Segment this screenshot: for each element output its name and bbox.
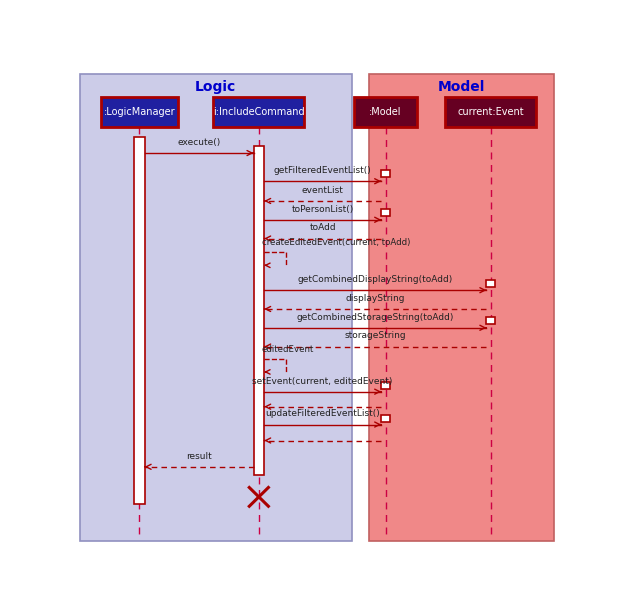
Bar (381, 415, 390, 422)
Bar (381, 170, 390, 178)
Text: storageString: storageString (344, 331, 406, 340)
Bar (486, 280, 495, 287)
Bar (445, 97, 536, 127)
Text: toAdd: toAdd (309, 223, 336, 232)
Bar (134, 137, 144, 504)
Text: displayString: displayString (346, 294, 405, 303)
Text: createEditedEvent(current, toAdd): createEditedEvent(current, toAdd) (262, 239, 410, 248)
Text: toPersonList(): toPersonList() (292, 204, 354, 214)
Bar (80, 74, 352, 540)
Bar (369, 74, 554, 540)
Text: updateFilteredEventList(): updateFilteredEventList() (265, 409, 380, 418)
Text: :LogicManager: :LogicManager (104, 107, 175, 117)
Bar (213, 97, 304, 127)
Text: getCombinedDisplayString(toAdd): getCombinedDisplayString(toAdd) (297, 275, 453, 284)
Text: setEvent(current, editedEvent): setEvent(current, editedEvent) (252, 376, 393, 386)
Bar (101, 97, 178, 127)
Text: :Model: :Model (370, 107, 402, 117)
Bar (254, 146, 264, 475)
Text: getCombinedStorageString(toAdd): getCombinedStorageString(toAdd) (297, 313, 454, 321)
Text: result: result (186, 451, 212, 461)
Text: Logic: Logic (195, 81, 236, 95)
Text: eventList: eventList (302, 186, 344, 195)
Text: Model: Model (438, 81, 485, 95)
Bar (486, 317, 495, 325)
Text: getFilteredEventList(): getFilteredEventList() (274, 166, 371, 175)
Text: execute(): execute() (178, 138, 221, 147)
Bar (381, 209, 390, 217)
Bar (381, 382, 390, 389)
Text: editedEvent: editedEvent (262, 345, 314, 354)
Text: current:Event: current:Event (457, 107, 524, 117)
Bar (354, 97, 416, 127)
Text: i:IncludeCommand: i:IncludeCommand (213, 107, 305, 117)
